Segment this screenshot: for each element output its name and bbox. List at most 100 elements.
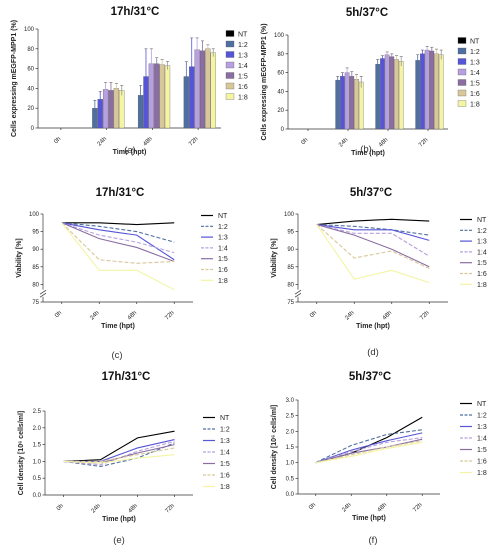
series-line-1-8 (316, 224, 430, 284)
series-line-1-5 (316, 224, 430, 268)
y-tick-label: 0.0 (286, 492, 295, 498)
legend: NT 1:2 1:3 1:4 1:5 1:6 1:8 (201, 213, 228, 285)
legend-label: 1:3 (470, 60, 480, 67)
series-line-1-6 (316, 224, 430, 270)
y-tick-label: 60 (27, 67, 34, 73)
legend-label: 1:8 (477, 470, 487, 477)
legend-label: 1:5 (477, 260, 487, 267)
x-tick-label: 24h (344, 310, 355, 321)
series-line-1-2 (61, 222, 175, 243)
legend-label: NT (238, 32, 248, 39)
y-axis-label: Cells expressing mEGFP-MPP1 (%) (11, 20, 18, 137)
x-tick-label: 72h (418, 137, 429, 148)
bar-1-8-72h (210, 52, 216, 129)
legend-label: 1:4 (477, 436, 487, 443)
bar-1-5-24h (349, 76, 355, 130)
bar-1-5-72h (199, 50, 206, 129)
y-tick-label: 95 (287, 230, 294, 236)
x-axis-label: Time (hpt) (351, 150, 385, 157)
y-tick-label: 60 (277, 71, 284, 77)
x-tick-label: 48h (128, 503, 139, 514)
y-tick-label: 2.5 (33, 409, 42, 415)
y-tick-label: 1.0 (286, 461, 295, 467)
axis-break-mark (294, 292, 302, 298)
legend-swatch (457, 89, 467, 97)
legend-label: 1:5 (218, 256, 228, 263)
x-tick-label: 48h (142, 136, 153, 147)
legend-label: 1:5 (477, 447, 487, 454)
bar-1-4-72h (424, 49, 430, 130)
legend-label: 1:5 (238, 74, 248, 81)
legend-swatch (225, 93, 235, 100)
y-tick-label: 100 (274, 33, 285, 39)
legend-swatch (225, 72, 235, 79)
x-axis-label: Time (hpt) (352, 515, 386, 522)
y-tick-label: 100 (29, 212, 40, 218)
y-tick-label: 75 (32, 300, 39, 306)
x-tick-label: 48h (382, 310, 393, 321)
legend-label: 1:3 (477, 239, 487, 246)
series-line-NT (63, 430, 175, 462)
series-line-1-8 (315, 441, 423, 464)
y-tick-label: 80 (287, 282, 294, 288)
bar-1-8-72h (438, 54, 444, 130)
legend-swatch (225, 30, 235, 37)
y-tick-label: 20 (277, 108, 284, 114)
series-line-NT (316, 218, 430, 226)
bar-1-2-48h (375, 63, 381, 130)
x-tick-label: 48h (127, 310, 138, 321)
legend-swatch (225, 51, 235, 58)
bar-1-6-72h (205, 48, 211, 129)
x-axis-label: Time (hpt) (356, 323, 390, 330)
chart-f: 5h/37°C 0.0 0.5 1.0 1.5 2.0 2.5 3.0 0h 24h 48h 72h T… (271, 371, 487, 546)
y-tick-label: 100 (24, 27, 35, 33)
y-tick-label: 85 (32, 265, 39, 271)
legend-label: 1:2 (238, 42, 248, 49)
y-tick-label: 40 (277, 89, 284, 95)
legend-label: NT (477, 217, 487, 224)
series-line-1-2 (315, 429, 423, 464)
x-tick-label: 24h (91, 503, 102, 514)
panel-label: (d) (367, 347, 379, 358)
legend-swatch (457, 100, 467, 107)
bar-1-5-72h (429, 50, 435, 130)
chart-e: 17h/31°C 0.0 0.5 1.0 1.5 2.0 2.5 0h 24h 48h 72h Tim… (18, 371, 230, 546)
legend: NT 1:2 1:3 1:4 1:5 1:6 1:8 (460, 217, 487, 289)
legend: NT 1:2 1:3 1:4 1:5 1:6 1:8 (203, 415, 230, 491)
y-axis-label: Cell density [10⁶ cells/ml] (271, 405, 278, 490)
x-tick-label: 24h (341, 502, 352, 513)
legend-label: 1:4 (477, 249, 487, 256)
y-tick-label: 100 (284, 212, 295, 218)
y-tick-label: 40 (27, 86, 34, 92)
legend-swatch (457, 47, 467, 55)
x-tick-label: 72h (419, 310, 430, 321)
x-tick-label: 48h (377, 502, 388, 513)
legend-swatch (457, 58, 467, 65)
legend-label: 1:6 (477, 271, 487, 278)
x-axis-label: Time (hpt) (102, 516, 136, 523)
legend-label: 1:3 (477, 424, 487, 431)
y-axis-label: Viability [%] (16, 238, 23, 278)
panel-label: (a) (124, 145, 136, 156)
legend-label: NT (220, 415, 230, 422)
legend-label: 1:4 (470, 70, 480, 77)
x-tick-label: 24h (338, 137, 349, 148)
x-tick-label: 24h (97, 136, 108, 147)
legend-swatch (225, 40, 235, 48)
legend-swatch (225, 82, 235, 90)
legend-label: 1:5 (470, 81, 480, 88)
chart-title: 5h/37°C (350, 187, 392, 199)
x-tick-label: 0h (54, 310, 63, 319)
panel-label: (e) (113, 535, 125, 546)
legend-label: 1:5 (220, 461, 230, 468)
legend-label: 1:3 (218, 235, 228, 242)
bar-1-3-24h (340, 76, 345, 130)
legend-label: 1:2 (218, 224, 228, 231)
x-tick-label: 0h (309, 310, 318, 319)
legend-label: 1:3 (220, 438, 230, 445)
chart-title: 17h/31°C (96, 187, 145, 199)
x-tick-label: 0h (308, 502, 317, 511)
legend-label: 1:4 (238, 63, 248, 70)
chart-title: 17h/31°C (102, 371, 151, 383)
